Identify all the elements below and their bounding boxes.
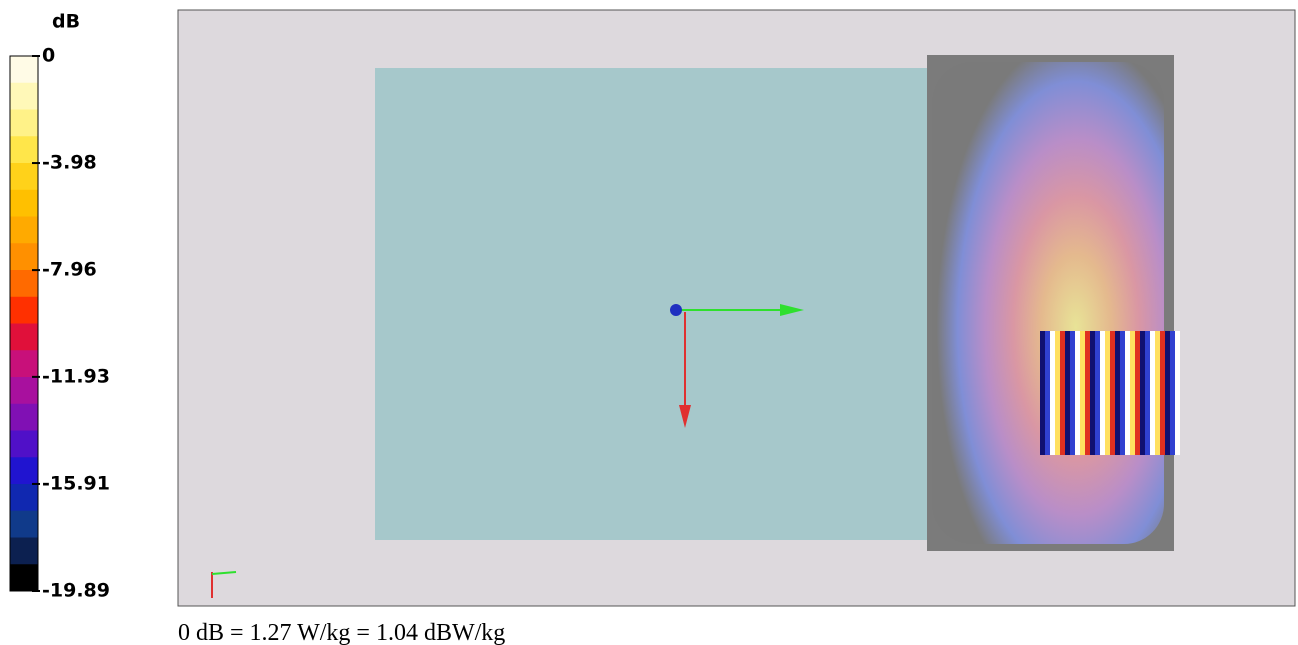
colorbar-band [10, 270, 38, 298]
colorbar-label: -15.91 [42, 472, 110, 494]
colorbar-label: 0 [42, 45, 55, 67]
antenna-stripe [1125, 331, 1130, 455]
colorbar-band [10, 189, 38, 217]
antenna-stripe [1080, 331, 1085, 455]
antenna-stripe [1170, 331, 1175, 455]
origin [670, 304, 682, 316]
antenna-stripe [1140, 331, 1145, 455]
phantom-plane [375, 68, 928, 540]
colorbar-band [10, 377, 38, 405]
antenna-stripe [1145, 331, 1150, 455]
antenna-stripe [1085, 331, 1090, 455]
antenna-stripe [1155, 331, 1160, 455]
colorbar-band [10, 109, 38, 137]
antenna-stripe [1070, 331, 1075, 455]
colorbar-label: -3.98 [42, 152, 97, 174]
antenna-stripe [1115, 331, 1120, 455]
colorbar-band [10, 323, 38, 351]
y-arrow-head [780, 304, 804, 316]
antenna-stripe [1065, 331, 1070, 455]
antenna-stripe [1055, 331, 1060, 455]
antenna-stripe [1105, 331, 1110, 455]
colorbar-band [10, 564, 38, 592]
x-arrow-head [679, 405, 691, 428]
colorbar-label: -11.93 [42, 365, 110, 387]
colorbar-band [10, 457, 38, 485]
antenna-stripe [1045, 331, 1050, 455]
antenna-stripe [1150, 331, 1155, 455]
colorbar-band [10, 537, 38, 565]
antenna-pattern [1040, 331, 1180, 455]
colorbar-band [10, 403, 38, 431]
antenna-stripe [1100, 331, 1105, 455]
colorbar-label: -7.96 [42, 259, 97, 281]
legend-unit: dB [52, 11, 80, 33]
antenna-stripe [1135, 331, 1140, 455]
colorbar-band [10, 484, 38, 512]
colorbar-band [10, 350, 38, 378]
colorbar-label: -19.89 [42, 580, 110, 602]
antenna-stripe [1050, 331, 1055, 455]
colorbar-band [10, 82, 38, 110]
antenna-stripe [1175, 331, 1180, 455]
antenna-stripe [1130, 331, 1135, 455]
colorbar-band [10, 136, 38, 164]
colorbar-frame [9, 55, 39, 592]
caption: 0 dB = 1.27 W/kg = 1.04 dBW/kg [178, 620, 505, 645]
colorbar-band [10, 430, 38, 458]
antenna-stripe [1120, 331, 1125, 455]
colorbar-band [10, 510, 38, 538]
antenna-stripe [1060, 331, 1065, 455]
colorbar-band [10, 216, 38, 244]
colorbar-band [10, 56, 38, 84]
colorbar-band [10, 163, 38, 191]
colorbar-band [10, 296, 38, 324]
antenna-stripe [1160, 331, 1165, 455]
antenna-stripe [1095, 331, 1100, 455]
sar-distribution [932, 62, 1164, 544]
antenna-stripe [1090, 331, 1095, 455]
antenna-stripe [1165, 331, 1170, 455]
antenna-stripe [1110, 331, 1115, 455]
colorbar-band [10, 243, 38, 271]
mini-axis-y [211, 571, 237, 575]
antenna-stripe [1075, 331, 1080, 455]
antenna-stripe [1040, 331, 1045, 455]
